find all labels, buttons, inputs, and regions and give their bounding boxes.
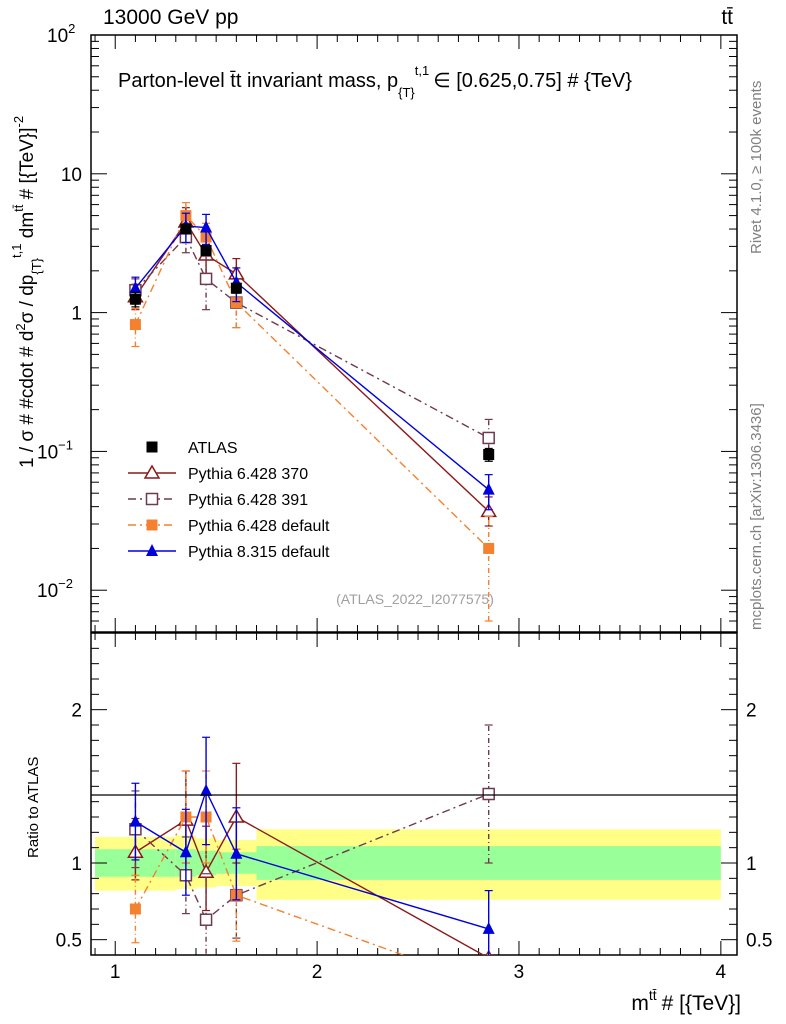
ylabel-f: dm [17, 212, 38, 244]
legend-label-pythia-6-428-default: Pythia 6.428 default [188, 518, 330, 535]
header-energy-label: 13000 GeV pp [103, 6, 238, 29]
ratio-point-pythia-8-315-default [230, 846, 243, 859]
xlabel-main: m [631, 992, 649, 1015]
main-plot-frame [90, 34, 738, 633]
legend-label-pythia-6-428-391: Pythia 6.428 391 [188, 492, 308, 509]
ratio-point-pythia-6-428-391 [199, 913, 213, 926]
legend-marker-atlas [146, 441, 158, 453]
legend: ATLAS Pythia 6.428 370 Pythia 6.428 391 Pyt… [128, 440, 330, 561]
ratio-plot-frame [90, 632, 738, 956]
xlabel-tail: # [{TeV}] [662, 992, 741, 1015]
legend-marker-pythia-6-428-391 [145, 492, 159, 506]
ylabel-d: {T} [29, 257, 44, 274]
ratio-tick-label-right: 0.5 [746, 931, 772, 952]
legend-item-pythia-8-315-default: Pythia 8.315 default [128, 544, 330, 561]
ylabel-e: t,1 [9, 244, 24, 258]
ratio-plot-data [127, 724, 495, 991]
legend-label-pythia-8-315-default: Pythia 8.315 default [188, 544, 330, 561]
main-plot-data [127, 202, 497, 622]
y-tick-label: 10 [61, 165, 82, 186]
legend-item-pythia-6-428-default: Pythia 6.428 default [128, 518, 330, 535]
title-main: Parton-level t̄t invariant mass, p [118, 70, 398, 92]
main-point-pythia-6-428-default [129, 319, 141, 331]
ratio-axis-label: Ratio to ATLAS [25, 757, 42, 858]
ylabel-c: σ / dp [17, 275, 38, 324]
ratio-point-pythia-8-315-default [200, 783, 213, 796]
main-point-atlas [483, 449, 495, 461]
legend-item-pythia-6-428-370: Pythia 6.428 370 [128, 464, 308, 483]
axis-ticks: 1 2 3 4 102 10 1 10−1 10−2 0.5 0.5 1 1 2 2 [37, 21, 772, 983]
y-axis-label: 1 / σ # #cdot # d2σ / dp{T} t,1 dmtt̄ # [… [9, 116, 44, 468]
title-sup: t,1 [415, 63, 429, 78]
ylabel-g: tt̄ [11, 204, 26, 212]
main-point-pythia-6-428-default [230, 297, 242, 309]
main-point-pythia-8-315-default [129, 281, 142, 294]
y-tick-label: 10−1 [37, 437, 73, 463]
main-point-pythia-8-315-default [482, 482, 495, 495]
legend-item-atlas: ATLAS [146, 440, 238, 457]
analysis-watermark: (ATLAS_2022_I2077575) [336, 591, 494, 607]
ratio-series-pythia-8-315-default [129, 736, 495, 955]
y-tick-label: 102 [47, 21, 75, 47]
legend-marker-pythia-8-315-default [146, 544, 158, 556]
x-axis-label: mtt̄ # [{TeV}] [631, 987, 741, 1015]
legend-marker-pythia-6-428-default [146, 519, 158, 531]
ratio-tick-label-left: 0.5 [56, 931, 82, 952]
title-sub: {T} [398, 85, 415, 100]
ylabel-a: 1 / σ # #cdot # d [17, 331, 38, 468]
ratio-point-pythia-6-428-default [129, 903, 141, 915]
legend-item-pythia-6-428-391: Pythia 6.428 391 [128, 492, 308, 509]
ratio-tick-label-left: 2 [71, 701, 82, 722]
ratio-point-pythia-8-315-default [179, 845, 192, 858]
ratio-tick-label-right: 2 [746, 701, 757, 722]
main-point-pythia-6-428-391 [199, 272, 213, 286]
plot-title: Parton-level t̄t invariant mass, p{T}t,1… [118, 63, 632, 100]
main-point-atlas [200, 245, 212, 257]
main-point-pythia-6-428-default [483, 542, 495, 554]
ylabel-i: -2 [11, 116, 26, 128]
main-point-pythia-6-428-391 [482, 431, 495, 445]
ratio-tick-label-right: 1 [746, 854, 757, 875]
ratio-point-pythia-6-428-391 [482, 787, 495, 801]
header-process-label: tt̄ [721, 6, 733, 29]
y-tick-label: 10−2 [37, 576, 73, 602]
main-series-atlas [129, 223, 495, 462]
ratio-line-pythia-6-428-391 [134, 793, 489, 921]
x-tick-label: 4 [716, 962, 727, 983]
xlabel-sup: tt̄ [649, 987, 657, 1003]
ratio-uncertainty-bands [95, 829, 721, 900]
y-tick-label: 1 [71, 304, 82, 325]
main-line-pythia-6-428-391 [134, 235, 490, 439]
ratio-tick-label-left: 1 [71, 854, 82, 875]
main-point-pythia-8-315-default [200, 220, 213, 233]
main-series-pythia-6-428-370 [127, 207, 497, 527]
x-tick-label: 1 [110, 962, 121, 983]
ratio-point-pythia-6-428-default [483, 980, 494, 991]
legend-marker-pythia-6-428-370 [143, 464, 161, 479]
main-point-atlas [230, 282, 242, 294]
x-tick-label: 2 [312, 962, 323, 983]
legend-label-pythia-6-428-370: Pythia 6.428 370 [188, 466, 308, 483]
rivet-version-label: Rivet 4.1.0, ≥ 100k events [748, 81, 765, 254]
ratio-point-pythia-8-315-default [129, 814, 142, 827]
legend-label-atlas: ATLAS [188, 440, 238, 457]
x-tick-label: 3 [514, 962, 525, 983]
title-tail: ∈ [0.625,0.75] # {TeV} [433, 70, 632, 92]
ratio-point-pythia-8-315-default [482, 921, 495, 934]
main-series-pythia-6-428-391 [129, 222, 495, 462]
mcplots-label: mcplots.cern.ch [arXiv:1306.3436] [748, 403, 765, 630]
ylabel-b: 2 [13, 323, 28, 330]
main-point-atlas [180, 223, 192, 235]
main-point-atlas [129, 293, 141, 305]
ylabel-h: # [{TeV}] [17, 127, 38, 204]
